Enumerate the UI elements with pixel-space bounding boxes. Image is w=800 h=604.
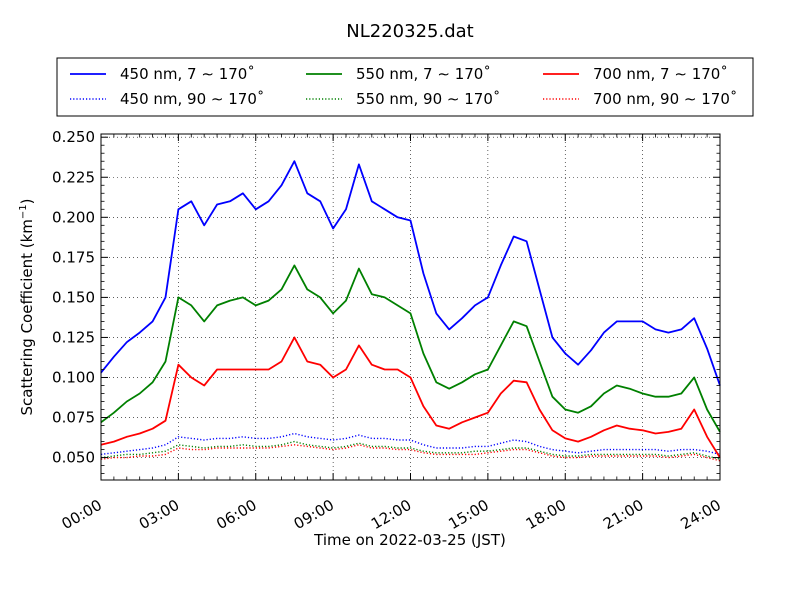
ticks — [100, 134, 721, 480]
legend-label: 700 nm, 90 ∼ 170˚ — [593, 90, 737, 108]
y-tick-label: 0.125 — [52, 328, 95, 346]
series-layer — [100, 160, 721, 462]
legend-label: 450 nm, 90 ∼ 170˚ — [120, 90, 264, 108]
y-axis-label-sup: −1 — [18, 204, 29, 219]
y-axis-label-main: Scattering Coefficient (km — [18, 219, 36, 415]
grid — [101, 134, 720, 480]
legend-label: 450 nm, 7 ∼ 170˚ — [120, 65, 255, 83]
y-tick-label: 0.050 — [52, 449, 95, 467]
tick-labels: 00:00 03:00 06:00 09:00 12:00 15:00 18:00 21:00… — [52, 128, 724, 533]
legend: 450 nm, 7 ∼ 170˚ 550 nm, 7 ∼ 170˚ 700 nm, … — [56, 57, 754, 117]
x-tick-label: 12:00 — [368, 496, 414, 533]
series-line-4 — [100, 432, 721, 456]
chart-title: NL220325.dat — [346, 21, 473, 42]
legend-label: 550 nm, 7 ∼ 170˚ — [356, 65, 491, 83]
x-tick-label: 00:00 — [59, 496, 105, 533]
legend-frame — [56, 57, 754, 117]
legend-label: 550 nm, 90 ∼ 170˚ — [356, 90, 500, 108]
series-line-5 — [100, 440, 721, 460]
x-tick-label: 15:00 — [445, 496, 491, 533]
y-tick-label: 0.075 — [52, 409, 95, 427]
x-tick-label: 18:00 — [523, 496, 569, 533]
x-tick-label: 06:00 — [213, 496, 259, 533]
series-line-1 — [100, 160, 721, 386]
y-tick-label: 0.100 — [52, 368, 95, 386]
x-tick-label: 09:00 — [291, 496, 337, 533]
legend-label: 700 nm, 7 ∼ 170˚ — [593, 65, 728, 83]
y-tick-label: 0.175 — [52, 248, 95, 266]
x-axis-label: Time on 2022-03-25 (JST) — [313, 531, 506, 549]
y-tick-label: 0.200 — [52, 208, 95, 226]
y-tick-label: 0.150 — [52, 288, 95, 306]
x-tick-label: 21:00 — [600, 496, 646, 533]
y-tick-label: 0.225 — [52, 168, 95, 186]
series-line-3 — [100, 336, 721, 459]
y-axis-label: Scattering Coefficient (km−1) — [18, 198, 36, 415]
y-tick-label: 0.250 — [52, 128, 95, 146]
y-axis-label-close: ) — [18, 198, 36, 204]
series-line-2 — [100, 264, 721, 433]
x-tick-label: 24:00 — [678, 496, 724, 533]
x-tick-label: 03:00 — [136, 496, 182, 533]
